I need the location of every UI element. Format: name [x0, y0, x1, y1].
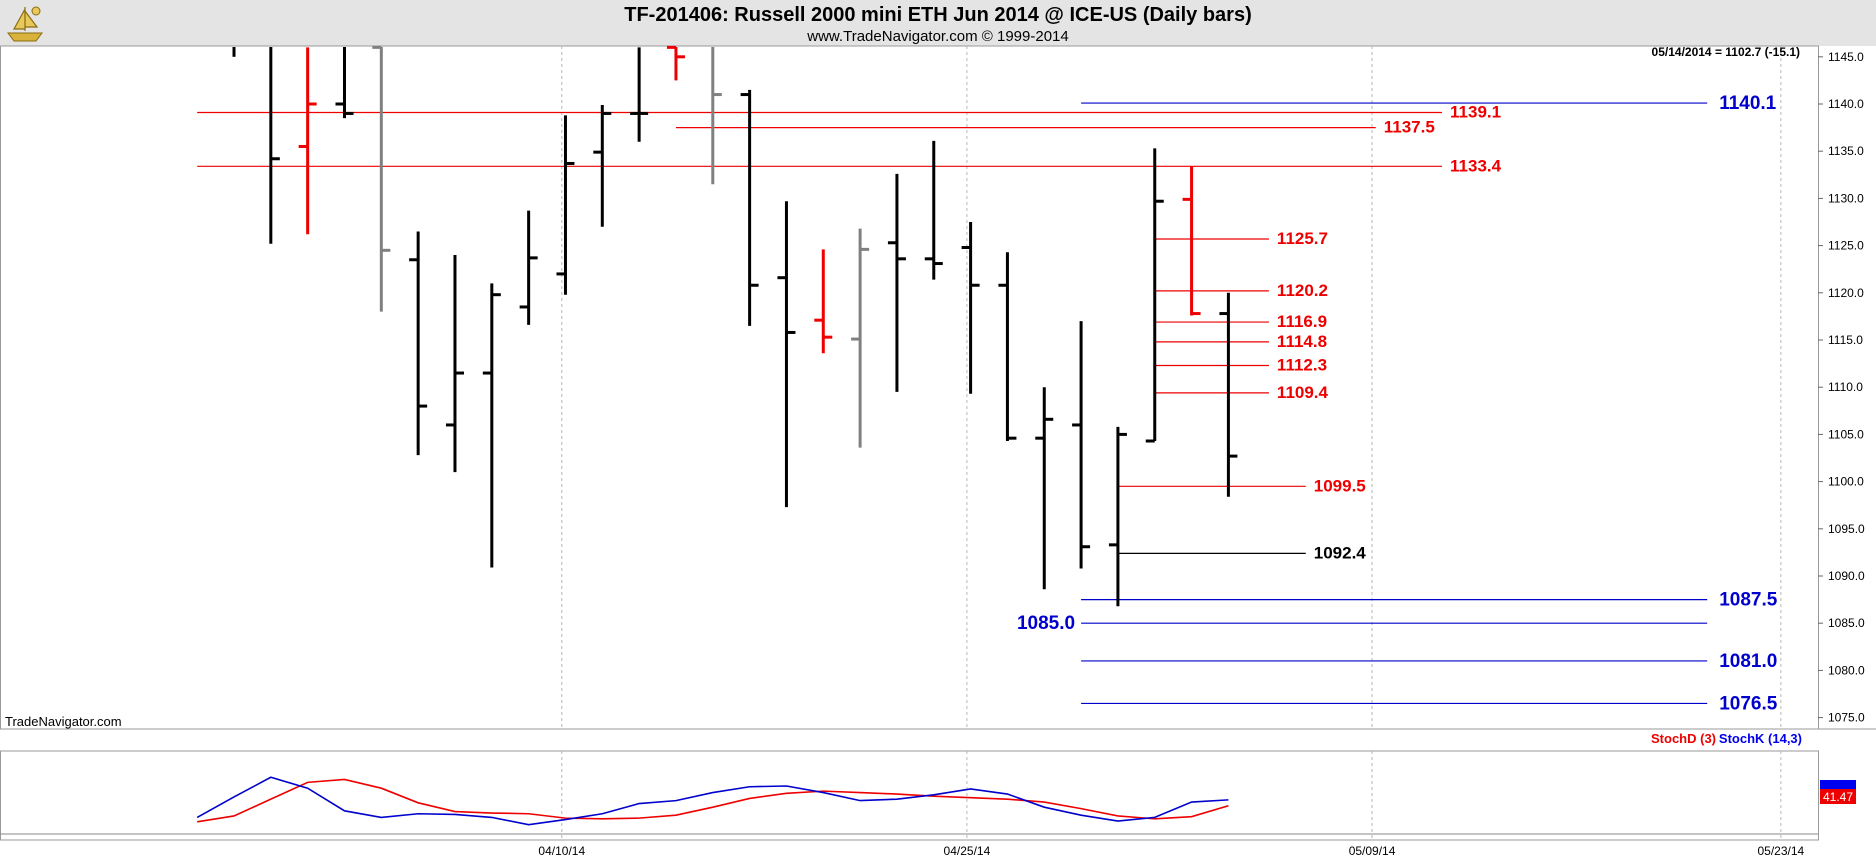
level-label: 1092.4: [1314, 543, 1367, 562]
ohlc-bar: [1035, 387, 1054, 590]
ohlc-bar: [924, 140, 943, 280]
level-label: 1076.5: [1719, 693, 1778, 714]
ohlc-bar: [445, 255, 464, 473]
ohlc-bar: [630, 47, 649, 142]
ship-icon-sun: [31, 6, 41, 16]
last-bar-info: 05/14/2014 = 1102.7 (-15.1): [1652, 45, 1800, 59]
chart-subtitle: www.TradeNavigator.com © 1999-2014: [806, 28, 1068, 45]
stoch-d-legend: StochD (3): [1651, 731, 1716, 746]
y-tick-label: 1100.0: [1828, 475, 1864, 489]
stochastic-lines: [0, 776, 1818, 835]
ohlc-bar: [814, 249, 833, 354]
stoch-value-badge: [1820, 789, 1856, 804]
vertical-grid: [561, 46, 1782, 840]
level-label: 1087.5: [1719, 590, 1778, 611]
ship-icon-hull: [7, 32, 43, 42]
ohlc-bar: [998, 252, 1017, 442]
level-label: 1081.0: [1719, 651, 1777, 672]
header-bar: [0, 0, 1876, 46]
ohlc-bar: [409, 231, 428, 456]
ohlc-bar: [556, 115, 575, 295]
y-tick-label: 1090.0: [1828, 569, 1865, 583]
level-label: 1139.1: [1450, 102, 1501, 121]
ohlc-bar: [1182, 166, 1201, 316]
ohlc-bar: [1072, 321, 1091, 569]
x-tick-label: 05/23/14: [1758, 844, 1805, 858]
ohlc-bar: [519, 210, 538, 325]
ohlc-bar: [482, 283, 501, 568]
ohlc-bar: [711, 47, 722, 185]
x-tick-label: 04/10/14: [538, 844, 585, 858]
ohlc-bar: [1108, 426, 1127, 607]
y-tick-label: 1110.0: [1828, 380, 1863, 394]
level-lines: 1140.1 1139.1 1137.5 1133.4 1125.7 1120.2 1116…: [197, 93, 1778, 714]
level-label: 1112.3: [1277, 355, 1327, 374]
ohlc-bar: [740, 89, 759, 326]
level-label: 1116.9: [1277, 312, 1327, 331]
y-tick-label: 1145.0: [1828, 50, 1864, 64]
ohlc-bar: [372, 45, 391, 312]
x-axis: 04/10/14 04/25/14 05/09/14 05/23/14: [538, 844, 1804, 858]
ohlc-bars: [232, 45, 1238, 607]
chart-title: TF-201406: Russell 2000 mini ETH Jun 201…: [624, 4, 1252, 26]
ohlc-bar: [1219, 292, 1238, 497]
watermark: TradeNavigator.com: [5, 714, 122, 729]
level-label: 1099.5: [1314, 476, 1366, 495]
y-tick-label: 1140.0: [1828, 97, 1864, 111]
ohlc-bar: [298, 47, 317, 235]
stoch-d-line: [197, 778, 1229, 823]
level-label: 1120.2: [1277, 281, 1328, 300]
ohlc-bar: [1145, 148, 1164, 443]
level-label: 1137.5: [1384, 118, 1435, 137]
y-tick-label: 1095.0: [1828, 522, 1865, 536]
ohlc-bar: [961, 222, 980, 394]
y-tick-label: 1125.0: [1828, 239, 1864, 253]
ohlc-bar: [269, 47, 280, 244]
stoch-value-badge-blue: [1820, 780, 1856, 789]
y-tick-label: 1120.0: [1828, 286, 1864, 300]
y-tick-label: 1085.0: [1828, 616, 1865, 630]
ohlc-bar: [335, 47, 354, 119]
ohlc-bar: [666, 45, 685, 81]
y-tick-label: 1130.0: [1828, 191, 1864, 205]
level-label: 1109.4: [1277, 383, 1329, 402]
ship-icon-sail: [12, 7, 39, 31]
stoch-value-label: 41.47: [1823, 790, 1853, 804]
ship-icon: [7, 6, 43, 42]
y-tick-label: 1080.0: [1828, 663, 1865, 677]
ohlc-bar: [777, 201, 796, 508]
x-tick-label: 05/09/14: [1349, 844, 1396, 858]
y-tick-label: 1115.0: [1828, 333, 1863, 347]
x-tick-label: 04/25/14: [944, 844, 991, 858]
level-label: 1133.4: [1450, 156, 1502, 175]
y-tick-label: 1075.0: [1828, 711, 1865, 725]
level-label: 1085.0: [1017, 613, 1075, 634]
level-label: 1125.7: [1277, 229, 1328, 248]
y-tick-label: 1105.0: [1828, 427, 1864, 441]
ohlc-bar: [593, 104, 612, 227]
price-pane: [0, 45, 1819, 730]
stoch-k-line: [196, 776, 1229, 826]
y-axis: 1145.0 1140.0 1135.0 1130.0 1125.0 1120.0 1115…: [1818, 50, 1865, 725]
y-tick-label: 1135.0: [1828, 144, 1864, 158]
ohlc-bar: [887, 173, 906, 392]
level-label: 1114.8: [1277, 332, 1327, 351]
level-label: 1140.1: [1719, 93, 1776, 114]
stoch-k-legend: StochK (14,3): [1719, 731, 1802, 746]
ohlc-bar: [851, 228, 870, 448]
